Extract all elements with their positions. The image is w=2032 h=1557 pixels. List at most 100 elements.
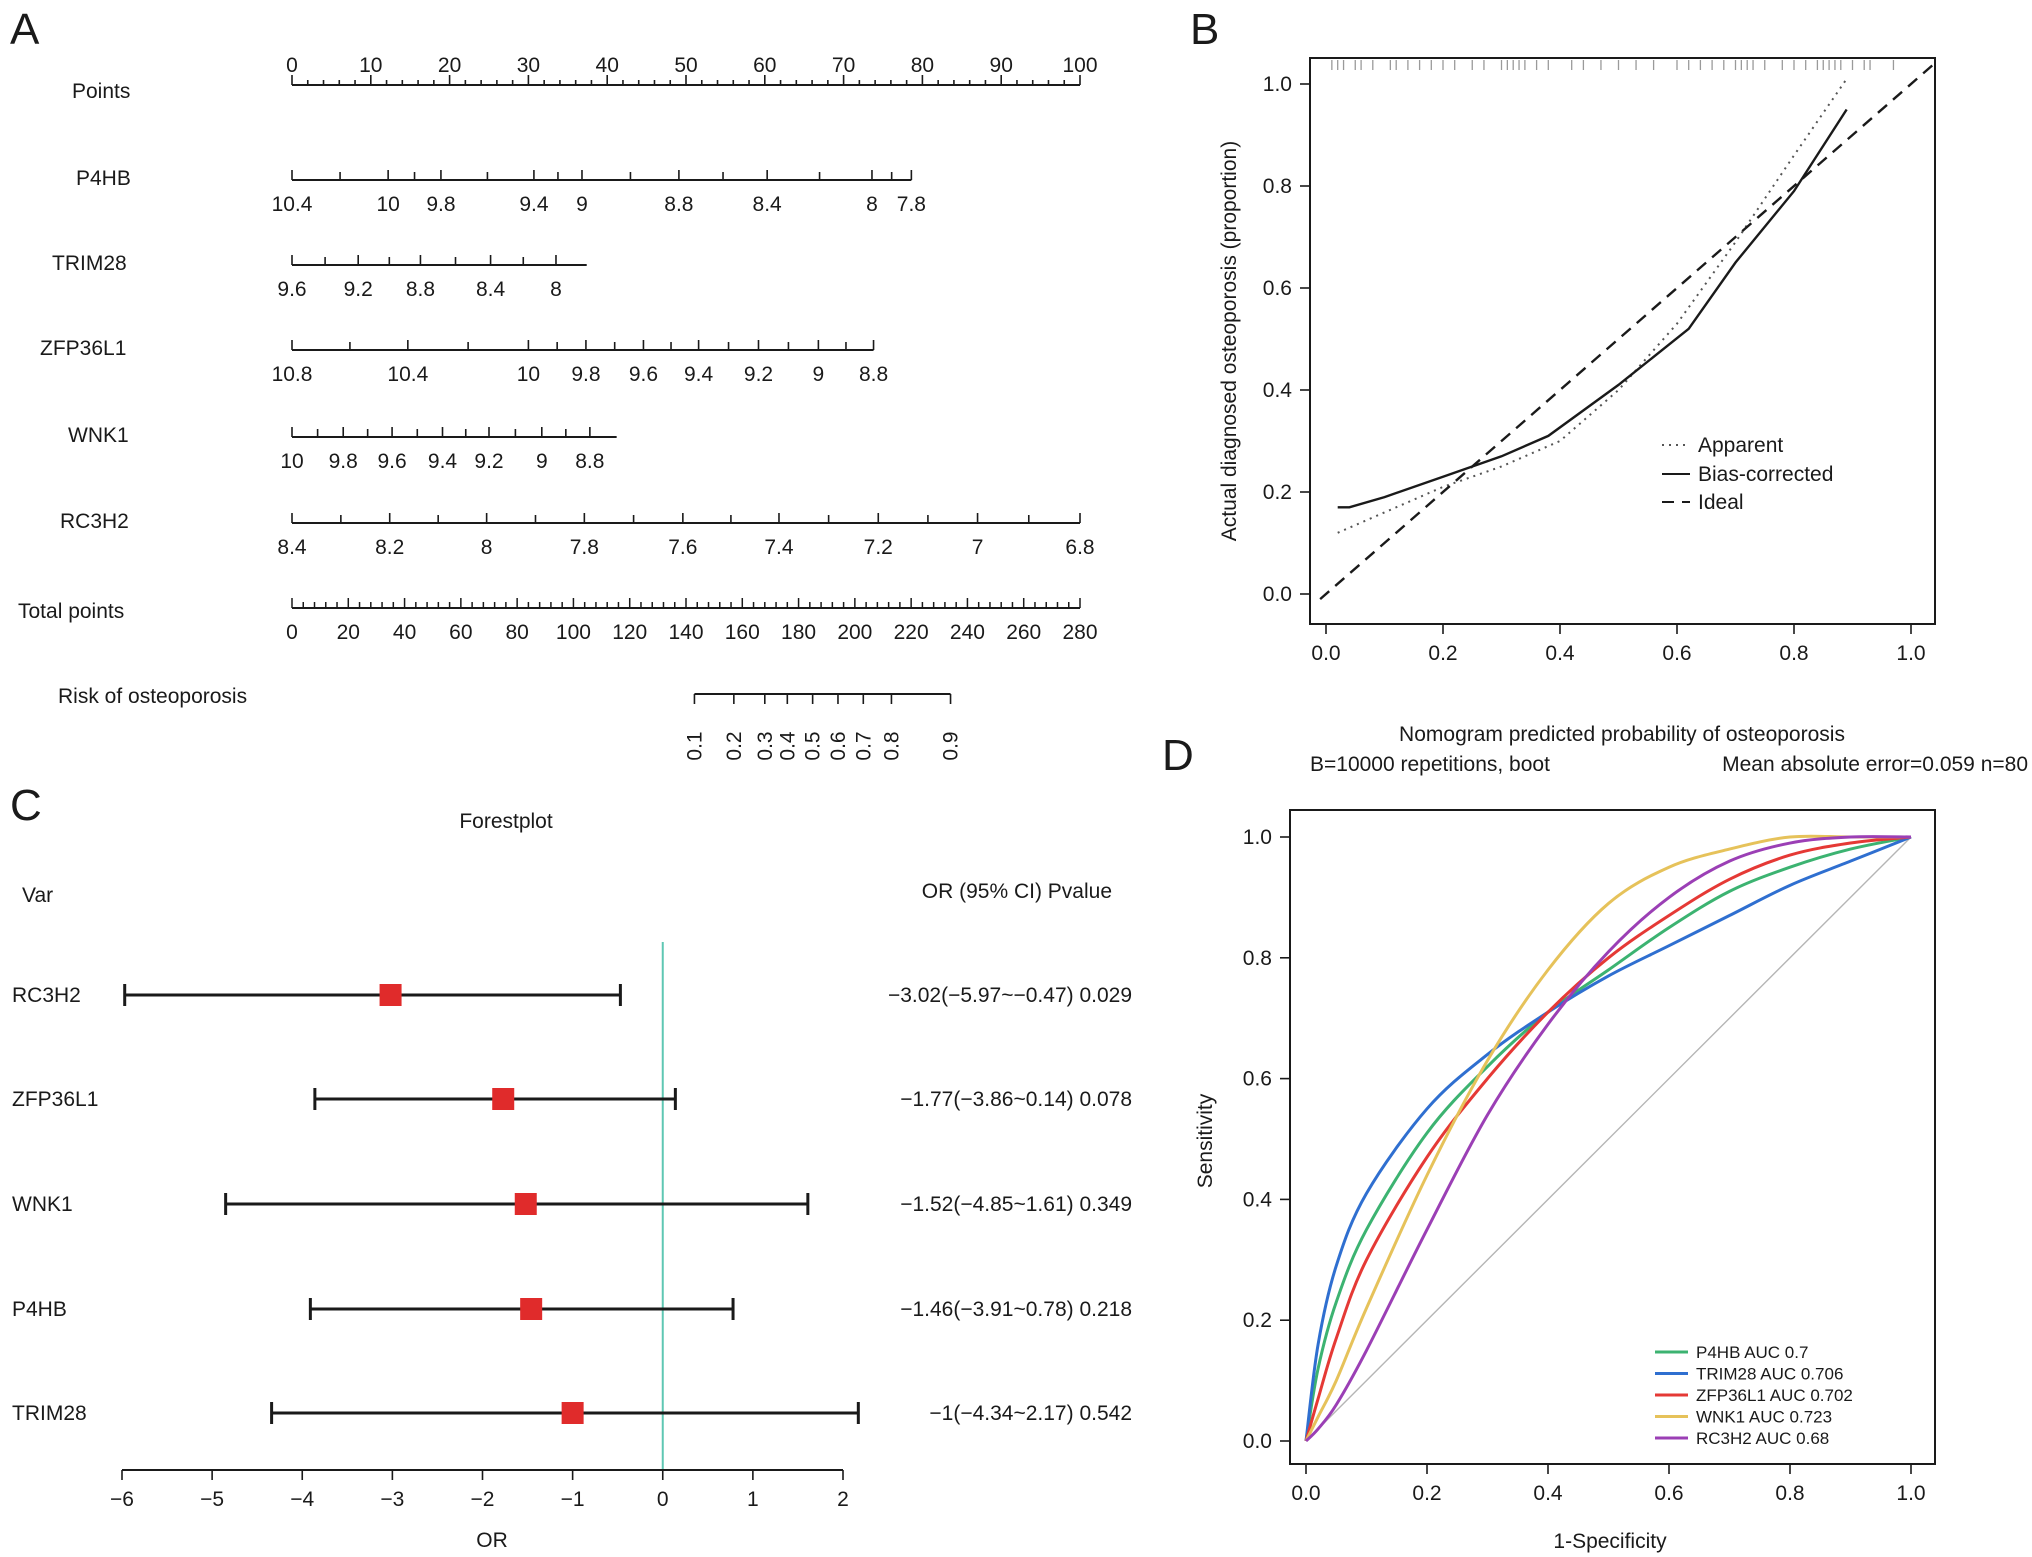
risk-tick-label: 0.6 <box>827 731 850 760</box>
legend-label-wnk1: WNK1 AUC 0.723 <box>1696 1408 1832 1427</box>
x-tick-label: 0.2 <box>1412 1482 1441 1505</box>
scale-tick-label-p4hb: 10.4 <box>272 193 313 216</box>
scale-tick-label-wnk1: 9.2 <box>474 450 503 473</box>
total-points-tick-label: 120 <box>612 621 647 644</box>
scale-tick-label-zfp36l1: 9.8 <box>571 363 600 386</box>
column-header-var: Var <box>22 884 53 907</box>
plot-frame <box>1289 809 1936 1465</box>
row-label-rc3h2: RC3H2 <box>12 984 81 1007</box>
scale-tick-label-p4hb: 8 <box>866 193 878 216</box>
panel-letter-b: B <box>1190 5 1219 54</box>
points-tick-label: 20 <box>438 54 461 77</box>
scale-label-trim28: TRIM28 <box>52 252 127 275</box>
total-points-tick-label: 280 <box>1062 621 1097 644</box>
forest-x-tick-label: −6 <box>110 1488 134 1511</box>
estimate-box-rc3h2 <box>379 984 402 1006</box>
points-tick-label: 60 <box>753 54 776 77</box>
row-or-text-trim28: −1(−4.34~2.17) 0.542 <box>929 1402 1132 1425</box>
y-tick-label: 0.6 <box>1243 1068 1272 1091</box>
roc-curve-reference <box>1305 836 1912 1442</box>
points-tick-label: 0 <box>286 54 298 77</box>
points-tick-label: 10 <box>359 54 382 77</box>
scale-tick-label-zfp36l1: 8.8 <box>859 363 888 386</box>
scale-tick-label-zfp36l1: 10.8 <box>272 363 313 386</box>
scale-tick-label-wnk1: 8.8 <box>575 450 604 473</box>
scale-tick-label-zfp36l1: 10 <box>517 363 540 386</box>
roc-curve-p4hb <box>1304 835 1912 1442</box>
plot-frame <box>1309 57 1936 625</box>
scale-tick-label-p4hb: 9 <box>576 193 588 216</box>
scale-label-zfp36l1: ZFP36L1 <box>40 337 126 360</box>
forest-x-tick-label: 0 <box>657 1488 669 1511</box>
y-tick-label: 0.2 <box>1243 1309 1272 1332</box>
row-or-text-p4hb: −1.46(−3.91~0.78) 0.218 <box>900 1298 1132 1321</box>
scale-tick-label-zfp36l1: 9 <box>813 363 825 386</box>
y-tick-label: 0.8 <box>1243 947 1272 970</box>
scale-tick-label-zfp36l1: 9.2 <box>744 363 773 386</box>
risk-tick-label: 0.3 <box>754 731 777 760</box>
total-points-tick-label: 180 <box>781 621 816 644</box>
forest-x-tick-label: −1 <box>561 1488 585 1511</box>
scale-tick-label-rc3h2: 7.8 <box>570 536 599 559</box>
total-points-tick-label: 240 <box>950 621 985 644</box>
row-or-text-zfp36l1: −1.77(−3.86~0.14) 0.078 <box>900 1088 1132 1111</box>
scale-tick-label-wnk1: 9.6 <box>377 450 406 473</box>
points-tick-label: 50 <box>674 54 697 77</box>
scale-tick-label-wnk1: 9.4 <box>428 450 458 473</box>
y-tick-label: 0.4 <box>1243 1188 1273 1211</box>
scale-tick-label-rc3h2: 6.8 <box>1065 536 1094 559</box>
x-tick-label: 0.4 <box>1533 1482 1563 1505</box>
forest-x-tick-label: −4 <box>290 1488 314 1511</box>
risk-tick-label: 0.1 <box>683 731 706 760</box>
points-tick-label: 40 <box>596 54 619 77</box>
points-tick-label: 70 <box>832 54 855 77</box>
y-axis-label: Sensitivity <box>1194 1093 1217 1188</box>
points-tick-label: 100 <box>1062 54 1097 77</box>
forestplot-panel: Forestplot Var OR (95% CI) Pvalue RC3H2 −3.0… <box>12 810 1132 1552</box>
scale-tick-label-p4hb: 9.4 <box>519 193 549 216</box>
y-tick-label: 0.2 <box>1263 481 1292 504</box>
scale-tick-label-p4hb: 8.4 <box>753 193 783 216</box>
total-points-tick-label: 60 <box>449 621 472 644</box>
scale-label-points: Points <box>72 80 130 103</box>
row-label-wnk1: WNK1 <box>12 1193 73 1216</box>
row-label-trim28: TRIM28 <box>12 1402 87 1425</box>
series-bias-corrected <box>1337 108 1848 509</box>
x-axis-label: Nomogram predicted probability of osteop… <box>1399 723 1845 746</box>
estimate-box-zfp36l1 <box>492 1088 515 1110</box>
scale-tick-label-trim28: 8.4 <box>476 278 506 301</box>
points-tick-label: 30 <box>517 54 540 77</box>
scale-tick-label-wnk1: 9.8 <box>329 450 358 473</box>
forest-x-axis-label: OR <box>476 1529 508 1552</box>
scale-tick-label-trim28: 8.8 <box>406 278 435 301</box>
scale-tick-label-zfp36l1: 9.6 <box>629 363 658 386</box>
legend-label-zfp36l1: ZFP36L1 AUC 0.702 <box>1696 1386 1853 1405</box>
risk-tick-label: 0.5 <box>802 731 825 760</box>
x-tick-label: 0.8 <box>1779 642 1808 665</box>
roc-curve-rc3h2 <box>1304 835 1912 1443</box>
forest-x-tick-label: 1 <box>747 1488 759 1511</box>
scale-label-rc3h2: RC3H2 <box>60 510 129 533</box>
calibration-panel: 0.0 0.2 0.4 0.6 0.8 1.0 0.0 0.2 0.4 0.6 0.8 1.0 Actu… <box>1218 57 2028 776</box>
total-points-tick-label: 80 <box>505 621 528 644</box>
y-tick-label: 1.0 <box>1243 826 1272 849</box>
x-tick-label: 0.4 <box>1545 642 1575 665</box>
scale-tick-label-rc3h2: 7.6 <box>668 536 697 559</box>
y-tick-label: 0.8 <box>1263 175 1292 198</box>
column-header-or: OR (95% CI) Pvalue <box>922 880 1112 903</box>
total-points-tick-label: 40 <box>393 621 416 644</box>
row-label-p4hb: P4HB <box>12 1298 67 1321</box>
total-points-tick-label: 20 <box>337 621 360 644</box>
x-tick-label: 0.8 <box>1775 1482 1804 1505</box>
y-tick-label: 0.0 <box>1243 1430 1272 1453</box>
legend-label-bias-corrected: Bias-corrected <box>1698 463 1833 486</box>
points-tick-label: 80 <box>911 54 934 77</box>
y-axis-label: Actual diagnosed osteoporosis (proportio… <box>1218 141 1241 541</box>
risk-label: Risk of osteoporosis <box>58 685 247 708</box>
roc-curve-wnk1 <box>1304 834 1911 1442</box>
estimate-box-p4hb <box>520 1298 543 1320</box>
x-tick-label: 1.0 <box>1896 1482 1925 1505</box>
panel-letter-d: D <box>1162 731 1194 780</box>
x-tick-label: 0.2 <box>1428 642 1457 665</box>
